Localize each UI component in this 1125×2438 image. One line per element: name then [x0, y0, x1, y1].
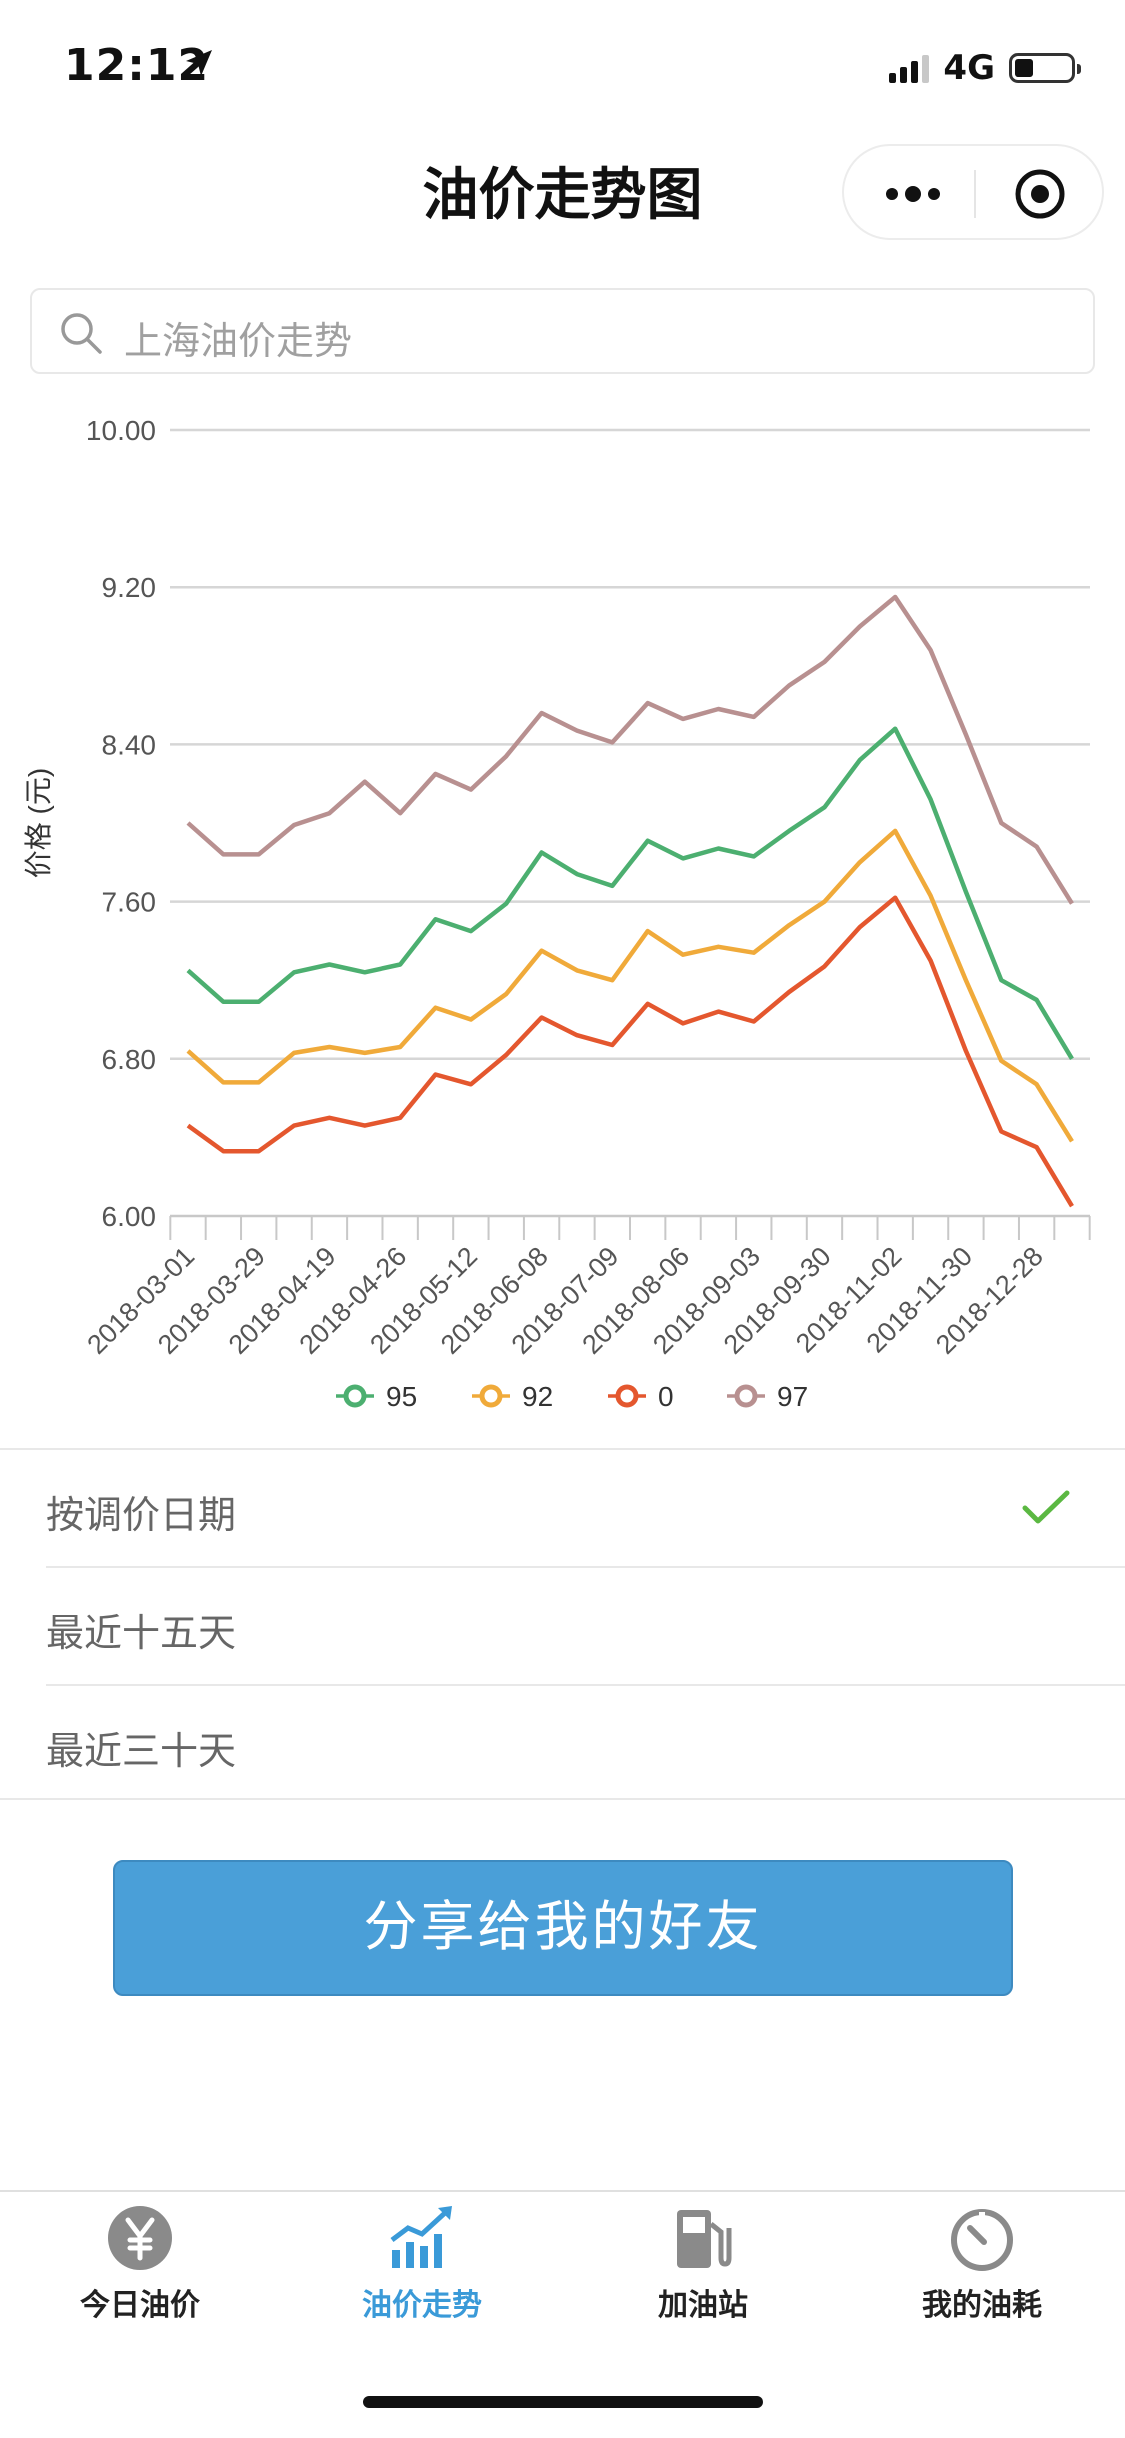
series-line-97: [186, 594, 1074, 905]
close-target-icon[interactable]: [1014, 168, 1066, 220]
search-placeholder: 上海油价走势: [124, 319, 353, 363]
y-tick-label: 9.20: [102, 572, 157, 603]
yuan-coin-icon: [108, 2206, 172, 2270]
mini-program-capsule: [842, 144, 1104, 240]
tab-label: 油价走势: [362, 2288, 482, 2323]
tab-gas-station[interactable]: 加油站: [603, 2202, 803, 2324]
tab-label: 我的油耗: [922, 2288, 1042, 2323]
check-icon: [1022, 1490, 1070, 1524]
search-icon: [61, 313, 102, 354]
tab-label: 加油站: [658, 2288, 748, 2323]
series-line-0: [186, 895, 1074, 1208]
gauge-icon: [951, 2209, 1013, 2271]
tab-bar: 今日油价 油价走势 加油站 我的油耗: [0, 2190, 1125, 2438]
gas-station-icon: [677, 2210, 732, 2268]
series-line-92: [186, 828, 1074, 1143]
trend-chart-icon: [390, 2206, 452, 2268]
location-arrow-icon: [186, 50, 212, 76]
legend-label: 0: [658, 1381, 674, 1412]
status-time: 12:12: [64, 40, 210, 91]
tab-label: 今日油价: [80, 2288, 200, 2323]
option-last-30-days[interactable]: 最近三十天: [0, 1686, 1125, 1802]
status-indicators: 4G: [889, 48, 1081, 88]
page-title: 油价走势图: [422, 163, 703, 228]
legend-marker: [734, 1384, 758, 1408]
legend-marker: [479, 1384, 503, 1408]
legend-marker: [615, 1384, 639, 1408]
legend-label: 97: [777, 1381, 808, 1412]
option-label: 最近十五天: [46, 1611, 237, 1655]
price-trend-chart: 10.009.208.407.606.806.002018-03-012018-…: [23, 415, 1091, 1412]
divider: [0, 1798, 1125, 1800]
home-indicator: [363, 2396, 763, 2408]
y-axis-label: 价格 (元): [23, 768, 54, 878]
battery-icon: [1009, 53, 1081, 83]
tab-my-fuel[interactable]: 我的油耗: [882, 2202, 1082, 2324]
option-label: 最近三十天: [46, 1729, 237, 1773]
divider: [46, 1684, 1125, 1686]
tab-price-trend[interactable]: 油价走势: [322, 2202, 522, 2324]
network-type: 4G: [943, 48, 995, 88]
capsule-divider: [974, 170, 976, 218]
y-tick-label: 7.60: [102, 887, 157, 918]
y-tick-label: 8.40: [102, 729, 157, 760]
share-button[interactable]: 分享给我的好友: [113, 1860, 1013, 1996]
divider: [46, 1566, 1125, 1568]
y-tick-label: 10.00: [86, 415, 156, 446]
legend-label: 92: [522, 1381, 553, 1412]
search-input[interactable]: 上海油价走势: [30, 288, 1095, 374]
signal-strength-icon: [889, 53, 930, 83]
legend-label: 95: [386, 1381, 417, 1412]
y-tick-label: 6.80: [102, 1044, 157, 1075]
option-adjust-date[interactable]: 按调价日期: [0, 1450, 1125, 1566]
y-tick-label: 6.00: [102, 1201, 157, 1232]
option-last-15-days[interactable]: 最近十五天: [0, 1568, 1125, 1684]
series-line-95: [186, 726, 1074, 1060]
divider: [0, 1448, 1125, 1450]
more-icon[interactable]: [884, 184, 942, 204]
status-bar: 12:12 4G: [0, 0, 1125, 130]
legend-marker: [343, 1384, 367, 1408]
filter-options: 按调价日期 最近十五天 最近三十天: [0, 1448, 1125, 1800]
tab-today-price[interactable]: 今日油价: [40, 2202, 240, 2324]
option-label: 按调价日期: [46, 1493, 237, 1537]
